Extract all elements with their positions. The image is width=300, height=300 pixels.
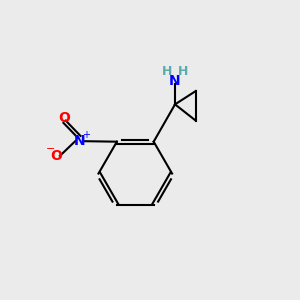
Text: O: O xyxy=(59,111,70,124)
Text: N: N xyxy=(74,134,85,148)
Text: H: H xyxy=(162,65,172,79)
Text: O: O xyxy=(50,149,62,163)
Text: H: H xyxy=(178,65,188,79)
Text: −: − xyxy=(46,144,55,154)
Text: N: N xyxy=(169,74,181,88)
Text: +: + xyxy=(82,130,90,140)
